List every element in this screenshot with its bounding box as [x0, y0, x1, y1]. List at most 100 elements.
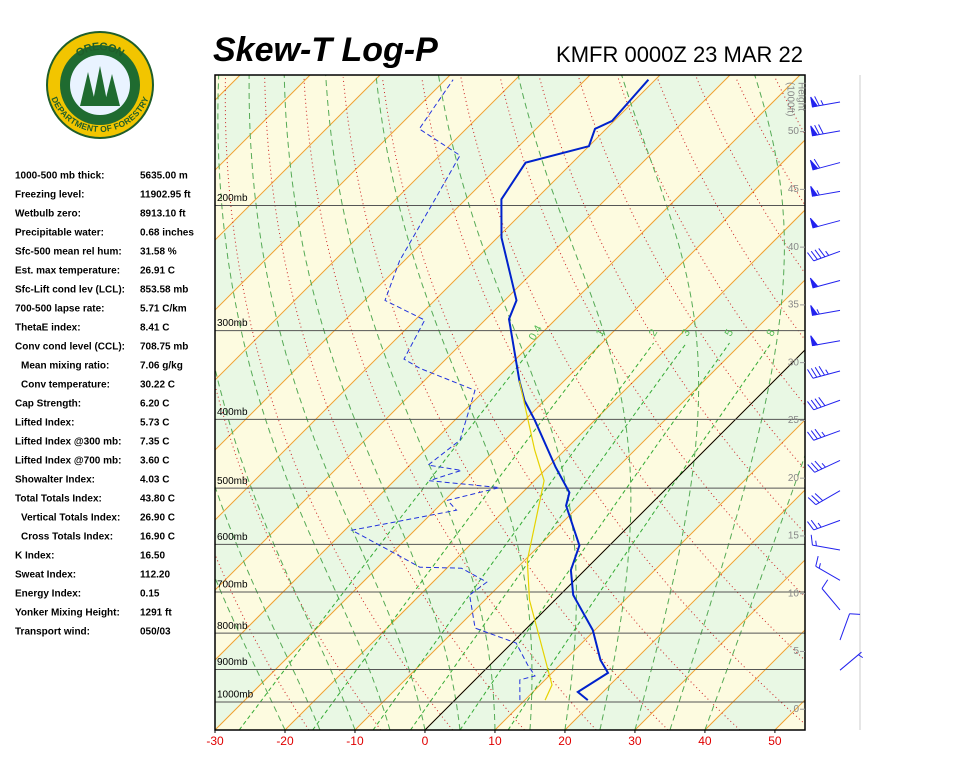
barb-feather: [821, 579, 829, 589]
barb-staff: [813, 250, 841, 262]
wind-barb: [807, 490, 841, 506]
wind-barb: [809, 277, 841, 289]
index-label: Conv cond level (CCL):: [15, 342, 125, 353]
barb-feather: [810, 462, 819, 471]
index-label: Conv temperature:: [21, 380, 110, 391]
index-value: 26.91 C: [140, 266, 175, 277]
index-label: Freezing level:: [15, 190, 84, 201]
dry-adiabat: [814, 77, 960, 730]
barb-half: [821, 431, 826, 437]
x-tick-label: 40: [698, 734, 712, 748]
x-tick-label: 50: [768, 734, 782, 748]
wind-barb: [810, 124, 841, 137]
index-value: 5635.00 m: [140, 171, 188, 182]
wind-barb: [839, 613, 861, 641]
index-value: 30.22 C: [140, 380, 175, 391]
height-axis-label: (1000ft): [784, 82, 795, 116]
wind-barb: [807, 459, 841, 473]
pressure-label: 800mb: [217, 621, 248, 632]
moist-adiabat: [215, 576, 286, 730]
index-value: 0.15: [140, 589, 160, 600]
moist-adiabat: [217, 75, 391, 730]
barb-staff: [839, 613, 851, 641]
mixing-ratio-label: 3: [680, 327, 693, 338]
index-label: Showalter Index:: [15, 475, 95, 486]
moist-adiabat: [704, 454, 805, 730]
index-value: 16.90 C: [140, 532, 175, 543]
barb-staff: [815, 490, 841, 506]
mixing-ratio-label: 1: [594, 327, 607, 338]
pressure-label: 300mb: [217, 318, 248, 329]
index-value: 8913.10 ft: [140, 209, 186, 220]
barb-feather: [811, 495, 820, 504]
isotherm: [845, 75, 960, 730]
index-value: 5.71 C/km: [140, 304, 187, 315]
mixing-ratio-label: 2: [647, 327, 660, 338]
wind-barb: [810, 305, 841, 316]
index-label: Sweat Index:: [15, 570, 76, 581]
barb-feather: [814, 398, 822, 408]
mixing-ratio-label: 5: [723, 327, 736, 338]
index-value: 1291 ft: [140, 608, 172, 619]
pressure-label: 400mb: [217, 407, 248, 418]
index-value: 0.68 inches: [140, 228, 194, 239]
index-label: Vertical Totals Index:: [21, 513, 120, 524]
pressure-label: 1000mb: [217, 690, 254, 701]
barb-half: [820, 100, 824, 106]
barb-feather: [807, 431, 815, 441]
barb-feather: [807, 252, 815, 262]
dry-adiabat: [224, 77, 453, 730]
barb-feather: [813, 158, 821, 169]
index-value: 050/03: [140, 627, 171, 638]
chart-title: Skew-T Log-P: [213, 31, 438, 69]
height-tick-label: 5: [793, 646, 799, 657]
barb-flag: [809, 217, 819, 229]
index-label: Sfc-Lift cond lev (LCL):: [15, 285, 125, 296]
barb-feather: [807, 369, 814, 379]
barb-feather: [810, 534, 813, 546]
barb-feather: [807, 497, 817, 506]
isotherm: [215, 75, 591, 451]
mixing-ratio-line: [459, 342, 730, 730]
isotherm: [215, 75, 521, 381]
index-label: Yonker Mixing Height:: [15, 608, 120, 619]
isotherm: [215, 75, 381, 241]
barb-feather: [807, 464, 815, 473]
moist-adiabat: [517, 75, 632, 730]
isotherm: [215, 75, 661, 521]
dry-adiabat: [617, 77, 805, 406]
wind-barb: [810, 186, 841, 197]
barb-feather: [814, 493, 824, 502]
dry-adiabat: [735, 77, 805, 206]
barb-half: [825, 250, 830, 256]
logo: OREGON DEPARTMENT OF FORESTRY: [46, 31, 154, 139]
barb-half: [817, 522, 822, 528]
barb-staff: [821, 588, 841, 611]
barb-staff: [813, 399, 841, 411]
logo-top-text: OREGON: [74, 41, 126, 60]
moist-adiabat: [215, 485, 321, 730]
wind-barb: [807, 248, 841, 262]
index-label: Mean mixing ratio:: [21, 361, 109, 372]
barb-feather: [815, 556, 819, 567]
barb-feather: [814, 124, 820, 135]
index-value: 8.41 C: [140, 323, 169, 334]
barb-feather: [814, 428, 822, 438]
profile-line: [500, 79, 650, 701]
barb-half: [825, 369, 829, 375]
barb-feather: [810, 250, 818, 260]
barb-half: [858, 654, 864, 659]
logo-top-text: OREGON: [74, 41, 126, 60]
barb-half: [816, 190, 820, 196]
dry-adiabat: [499, 77, 805, 598]
moist-adiabat: [248, 75, 426, 730]
moist-adiabat: [621, 75, 700, 730]
wind-barb: [807, 366, 841, 379]
index-label: Lifted Index @700 mb:: [15, 456, 121, 467]
wind-barb: [807, 397, 841, 411]
mixing-ratio-line: [507, 342, 772, 730]
index-value: 112.20: [140, 570, 170, 581]
x-tick-label: 0: [422, 734, 429, 748]
moist-adiabat: [283, 75, 461, 730]
height-tick-label: 30: [788, 357, 800, 368]
